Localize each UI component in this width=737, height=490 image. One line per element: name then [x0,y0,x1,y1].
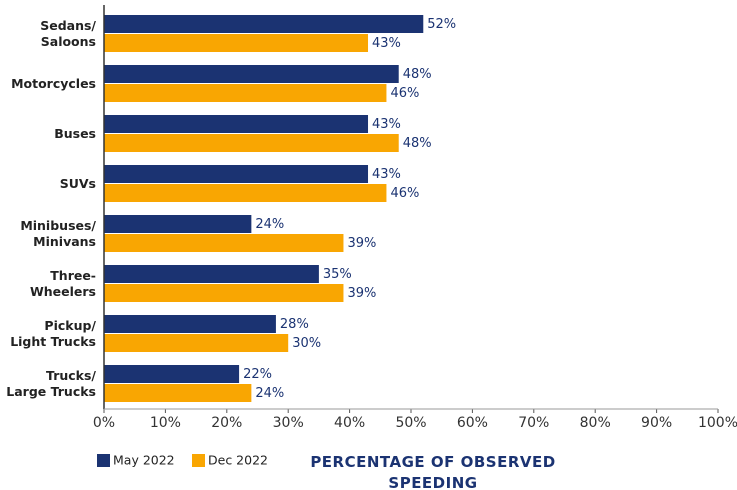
bar [104,134,399,152]
data-label: 43% [372,36,401,51]
category-label: Three- Wheelers [29,268,96,299]
category-label: Trucks/ Large Trucks [6,368,96,399]
bar [104,65,399,83]
data-label: 46% [390,186,419,201]
legend-swatch [97,454,110,467]
category-label: Motorcycles [11,76,96,91]
x-tick-label: 80% [580,415,611,431]
data-label: 43% [372,167,401,182]
data-label: 28% [280,317,309,332]
category-label: Minibuses/ Minivans [20,218,96,249]
data-label: 35% [323,267,352,282]
x-tick-label: 60% [457,415,488,431]
bar [104,165,369,183]
category-label: Pickup/ Light Trucks [10,318,96,349]
x-tick-label: 90% [641,415,672,431]
data-label: 52% [427,17,456,32]
x-tick-label: 70% [518,415,549,431]
x-tick-label: 30% [273,415,304,431]
data-label: 39% [347,286,376,301]
bar [104,215,252,233]
bar [104,15,424,33]
x-tick-label: 50% [395,415,426,431]
bar [104,384,252,402]
bar [104,234,344,252]
bar [104,334,289,352]
bar [104,265,319,283]
legend-swatch [192,454,205,467]
bar [104,84,387,102]
data-label: 48% [403,136,432,151]
bar [104,365,240,383]
category-label: SUVs [59,176,96,191]
legend-label: Dec 2022 [208,453,268,468]
x-tick-label: 40% [334,415,365,431]
bar [104,115,369,133]
data-label: 24% [255,386,284,401]
x-tick-label: 10% [150,415,181,431]
data-label: 46% [390,86,419,101]
data-label: 39% [347,236,376,251]
data-label: 43% [372,117,401,132]
x-tick-label: 0% [93,415,115,431]
bar [104,184,387,202]
x-tick-label: 20% [211,415,242,431]
category-label: Buses [54,126,96,141]
data-label: 30% [292,336,321,351]
category-label: Sedans/ Saloons [40,18,96,49]
legend-label: May 2022 [113,453,175,468]
x-axis-label: PERCENTAGE OF OBSERVED SPEEDING [310,453,556,490]
data-label: 24% [255,217,284,232]
bar [104,284,344,302]
data-label: 22% [243,367,272,382]
bar [104,34,369,52]
data-label: 48% [403,67,432,82]
x-tick-label: 100% [698,415,737,431]
bar [104,315,276,333]
